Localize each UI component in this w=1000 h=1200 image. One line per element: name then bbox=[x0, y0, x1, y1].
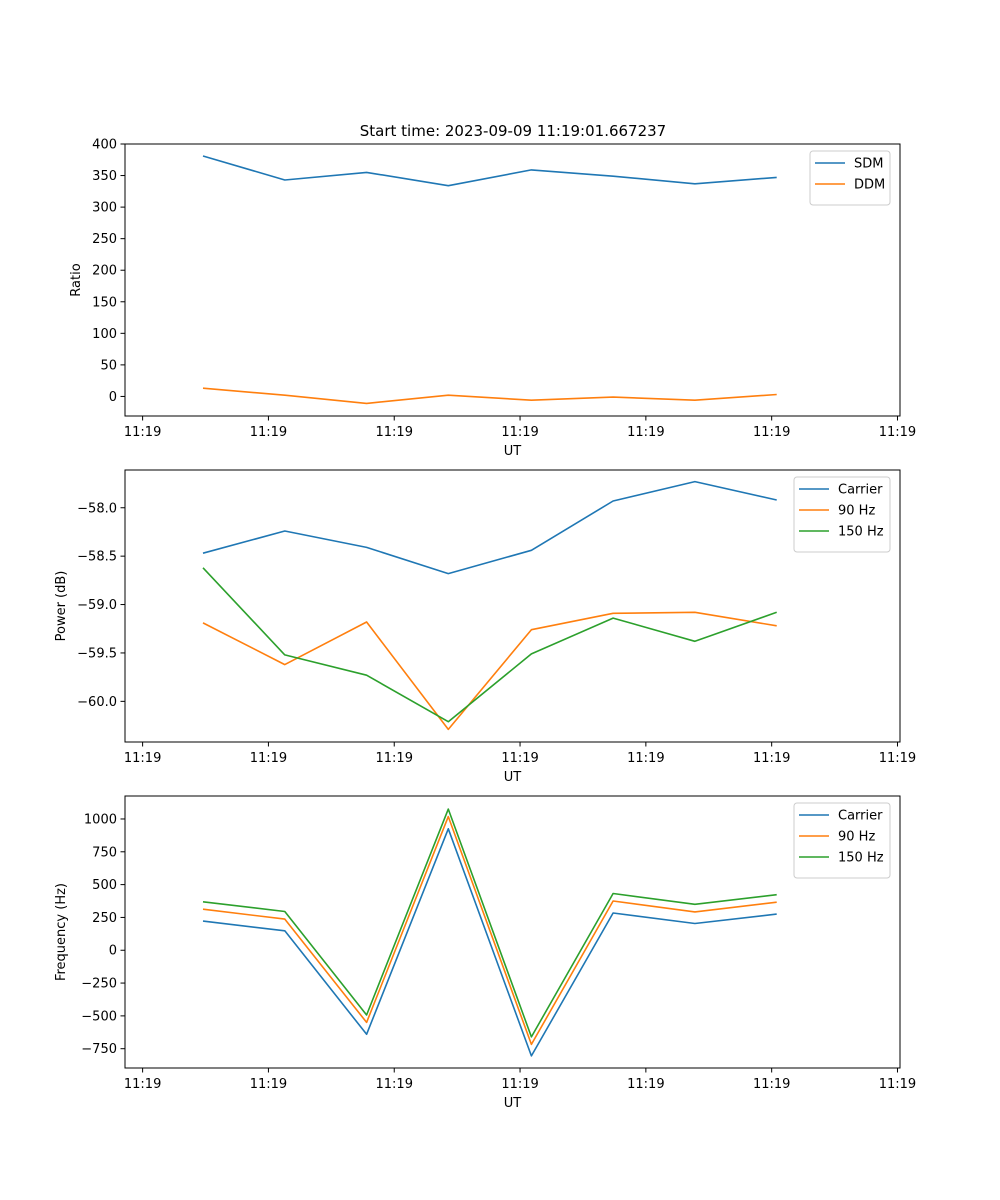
x-tick-label: 11:19 bbox=[124, 425, 161, 440]
chart-3: 11:1911:1911:1911:1911:1911:1911:1911:20… bbox=[54, 795, 916, 1111]
legend-label: DDM bbox=[854, 178, 885, 193]
y-tick-label: 1000 bbox=[84, 812, 117, 827]
x-tick-label: 11:19 bbox=[250, 1077, 287, 1092]
y-tick-label: 750 bbox=[92, 845, 117, 860]
y-tick-label: 100 bbox=[92, 327, 117, 342]
y-axis-label: Ratio bbox=[69, 263, 84, 296]
y-axis-label: Power (dB) bbox=[54, 571, 69, 642]
x-tick-label: 11:19 bbox=[879, 751, 916, 766]
x-tick-label: 11:19 bbox=[627, 1077, 664, 1092]
x-tick-label: 11:19 bbox=[627, 751, 664, 766]
series-line-90-hz bbox=[202, 815, 777, 1046]
axes-frame bbox=[124, 143, 901, 417]
x-tick-label: 11:19 bbox=[124, 751, 161, 766]
axes-frame bbox=[124, 469, 901, 743]
legend-label: SDM bbox=[854, 157, 883, 172]
legend-box bbox=[793, 476, 891, 553]
x-tick-label: 11:19 bbox=[627, 425, 664, 440]
x-tick-label: 11:19 bbox=[250, 751, 287, 766]
y-tick-label: 0 bbox=[109, 944, 117, 959]
y-tick-label: −500 bbox=[81, 1009, 117, 1024]
x-tick-label: 11:19 bbox=[376, 425, 413, 440]
axes-frame bbox=[124, 795, 901, 1069]
series-line-150-hz bbox=[202, 567, 777, 723]
x-tick-label: 11:19 bbox=[376, 1077, 413, 1092]
series-line-carrier bbox=[202, 480, 777, 575]
legend: Carrier 90 Hz 150 Hz bbox=[793, 802, 891, 879]
y-tick-label: −60.0 bbox=[77, 695, 117, 710]
y-tick-label: 0 bbox=[109, 390, 117, 405]
y-tick-label: 300 bbox=[92, 201, 117, 216]
legend-label: 150 Hz bbox=[838, 851, 884, 866]
legend-box bbox=[809, 150, 891, 206]
legend: Carrier 90 Hz 150 Hz bbox=[793, 476, 891, 553]
x-tick-label: 11:19 bbox=[376, 751, 413, 766]
y-tick-label: −58.5 bbox=[77, 550, 117, 565]
y-tick-label: −59.0 bbox=[77, 598, 117, 613]
y-tick-label: −58.0 bbox=[77, 501, 117, 516]
series-line-carrier bbox=[202, 827, 777, 1057]
x-tick-label: 11:19 bbox=[879, 425, 916, 440]
y-tick-label: 250 bbox=[92, 232, 117, 247]
x-tick-label: 11:19 bbox=[501, 1077, 538, 1092]
series-line-ddm bbox=[202, 387, 777, 405]
legend-label: Carrier bbox=[838, 809, 883, 824]
legend-label: 90 Hz bbox=[838, 830, 875, 845]
y-tick-label: 350 bbox=[92, 169, 117, 184]
chart-2: 11:1911:1911:1911:1911:1911:1911:1911:20… bbox=[54, 469, 916, 785]
x-tick-label: 11:19 bbox=[753, 1077, 790, 1092]
y-tick-label: −750 bbox=[81, 1042, 117, 1057]
legend-box bbox=[793, 802, 891, 879]
legend-label: Carrier bbox=[838, 483, 883, 498]
x-tick-label: 11:19 bbox=[124, 1077, 161, 1092]
legend-label: 90 Hz bbox=[838, 504, 875, 519]
x-tick-label: 11:19 bbox=[250, 425, 287, 440]
series-line-150-hz bbox=[202, 808, 777, 1038]
x-axis-label: UT bbox=[504, 1096, 522, 1111]
legend-label: 150 Hz bbox=[838, 525, 884, 540]
y-tick-label: 150 bbox=[92, 295, 117, 310]
y-tick-label: −250 bbox=[81, 977, 117, 992]
y-tick-label: 50 bbox=[100, 358, 117, 373]
x-axis-label: UT bbox=[504, 770, 522, 785]
plots: 11:1911:1911:1911:1911:1911:1911:1911:20… bbox=[54, 138, 916, 1112]
y-tick-label: 400 bbox=[92, 138, 117, 153]
x-tick-label: 11:19 bbox=[879, 1077, 916, 1092]
y-axis-label: Frequency (Hz) bbox=[54, 883, 69, 981]
x-tick-label: 11:19 bbox=[753, 751, 790, 766]
figure-title: Start time: 2023-09-09 11:19:01.667237 bbox=[360, 122, 666, 140]
chart-1: 11:1911:1911:1911:1911:1911:1911:1911:20… bbox=[69, 138, 916, 460]
y-tick-label: 200 bbox=[92, 264, 117, 279]
x-tick-label: 11:19 bbox=[501, 425, 538, 440]
x-axis-label: UT bbox=[504, 444, 522, 459]
y-tick-label: −59.5 bbox=[77, 646, 117, 661]
x-tick-label: 11:19 bbox=[501, 751, 538, 766]
legend: SDM DDM bbox=[809, 150, 891, 206]
series-line-sdm bbox=[202, 155, 777, 187]
y-tick-label: 500 bbox=[92, 878, 117, 893]
x-tick-label: 11:19 bbox=[753, 425, 790, 440]
y-tick-label: 250 bbox=[92, 911, 117, 926]
